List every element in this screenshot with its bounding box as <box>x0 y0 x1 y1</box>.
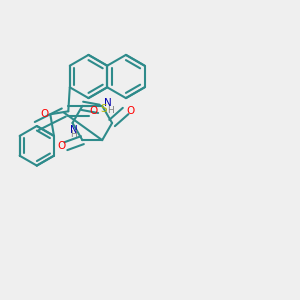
Text: O: O <box>57 141 65 151</box>
Text: O: O <box>90 106 98 116</box>
Text: N: N <box>104 98 112 108</box>
Text: H: H <box>107 106 114 115</box>
Text: H: H <box>70 130 77 139</box>
Text: S: S <box>100 104 107 114</box>
Text: O: O <box>41 109 49 119</box>
Text: N: N <box>70 124 78 135</box>
Text: O: O <box>126 106 134 116</box>
